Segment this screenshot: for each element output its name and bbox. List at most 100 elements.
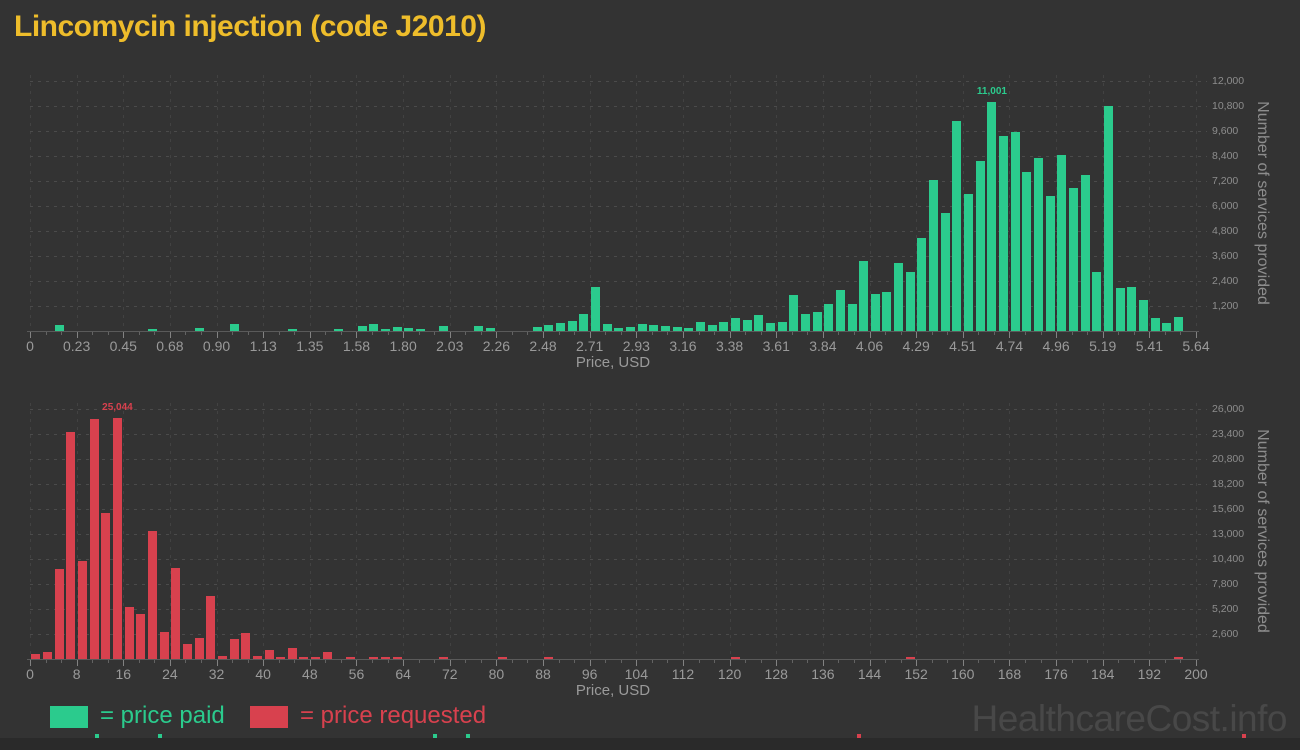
histogram-bar[interactable] bbox=[276, 657, 286, 659]
histogram-bar[interactable] bbox=[1034, 157, 1044, 331]
histogram-bar[interactable] bbox=[1080, 175, 1090, 331]
histogram-bar[interactable] bbox=[439, 656, 449, 659]
histogram-bar[interactable] bbox=[905, 272, 915, 331]
histogram-bar[interactable] bbox=[1150, 317, 1160, 331]
histogram-bar[interactable] bbox=[486, 328, 496, 331]
histogram-bar[interactable] bbox=[229, 638, 239, 659]
histogram-bar[interactable] bbox=[917, 237, 927, 331]
histogram-bar[interactable] bbox=[404, 328, 414, 331]
histogram-bar[interactable] bbox=[287, 647, 297, 659]
histogram-bar[interactable] bbox=[672, 327, 682, 331]
histogram-bar[interactable] bbox=[1057, 155, 1067, 331]
histogram-bar[interactable] bbox=[905, 657, 915, 659]
histogram-bar[interactable] bbox=[1092, 272, 1102, 331]
histogram-bar[interactable] bbox=[346, 657, 356, 659]
histogram-bar[interactable] bbox=[870, 293, 880, 331]
histogram-bar[interactable] bbox=[859, 260, 869, 331]
histogram-bar[interactable] bbox=[987, 101, 997, 331]
histogram-bar[interactable] bbox=[1115, 287, 1125, 331]
histogram-bar[interactable] bbox=[474, 326, 484, 331]
histogram-bar[interactable] bbox=[707, 325, 717, 331]
histogram-bar[interactable] bbox=[1022, 172, 1032, 331]
histogram-bar[interactable] bbox=[567, 321, 577, 331]
histogram-bar[interactable] bbox=[77, 560, 87, 659]
histogram-bar[interactable] bbox=[1173, 657, 1183, 659]
histogram-bar[interactable] bbox=[684, 327, 694, 331]
histogram-bar[interactable] bbox=[602, 323, 612, 331]
histogram-bar[interactable] bbox=[952, 120, 962, 331]
histogram-bar[interactable] bbox=[695, 322, 705, 331]
histogram-bar[interactable] bbox=[112, 418, 122, 659]
histogram-bar[interactable] bbox=[812, 312, 822, 331]
histogram-bar[interactable] bbox=[416, 329, 426, 331]
histogram-bar[interactable] bbox=[89, 419, 99, 659]
histogram-bar[interactable] bbox=[147, 329, 157, 331]
histogram-bar[interactable] bbox=[544, 324, 554, 331]
histogram-bar[interactable] bbox=[777, 322, 787, 331]
histogram-bar[interactable] bbox=[381, 329, 391, 331]
histogram-bar[interactable] bbox=[730, 656, 740, 659]
histogram-bar[interactable] bbox=[66, 431, 76, 659]
histogram-bar[interactable] bbox=[381, 657, 391, 659]
histogram-bar[interactable] bbox=[322, 652, 332, 659]
histogram-bar[interactable] bbox=[241, 632, 251, 659]
histogram-bar[interactable] bbox=[754, 315, 764, 331]
histogram-bar[interactable] bbox=[999, 135, 1009, 331]
histogram-bar[interactable] bbox=[1162, 323, 1172, 331]
histogram-bar[interactable] bbox=[719, 322, 729, 331]
histogram-bar[interactable] bbox=[649, 324, 659, 331]
histogram-bar[interactable] bbox=[357, 326, 367, 331]
histogram-bar[interactable] bbox=[311, 657, 321, 659]
histogram-bar[interactable] bbox=[54, 325, 64, 331]
histogram-bar[interactable] bbox=[264, 649, 274, 659]
histogram-bar[interactable] bbox=[159, 631, 169, 659]
histogram-bar[interactable] bbox=[369, 657, 379, 659]
histogram-bar[interactable] bbox=[1173, 317, 1183, 331]
histogram-bar[interactable] bbox=[556, 322, 565, 331]
histogram-bar[interactable] bbox=[975, 161, 985, 331]
histogram-bar[interactable] bbox=[287, 328, 297, 331]
histogram-bar[interactable] bbox=[765, 322, 775, 331]
histogram-bar[interactable] bbox=[182, 644, 192, 659]
histogram-bar[interactable] bbox=[439, 326, 449, 331]
histogram-bar[interactable] bbox=[194, 637, 204, 659]
histogram-bar[interactable] bbox=[171, 567, 181, 659]
histogram-bar[interactable] bbox=[124, 606, 134, 659]
histogram-bar[interactable] bbox=[614, 327, 624, 331]
histogram-bar[interactable] bbox=[1069, 187, 1079, 331]
histogram-bar[interactable] bbox=[637, 323, 647, 331]
histogram-bar[interactable] bbox=[625, 327, 635, 331]
histogram-bar[interactable] bbox=[54, 569, 64, 659]
histogram-bar[interactable] bbox=[532, 327, 542, 331]
histogram-bar[interactable] bbox=[800, 313, 810, 331]
histogram-bar[interactable] bbox=[252, 656, 262, 659]
histogram-bar[interactable] bbox=[590, 287, 600, 331]
histogram-bar[interactable] bbox=[334, 329, 344, 331]
histogram-bar[interactable] bbox=[229, 324, 239, 331]
histogram-bar[interactable] bbox=[42, 652, 52, 659]
histogram-bar[interactable] bbox=[147, 530, 157, 659]
histogram-bar[interactable] bbox=[579, 313, 589, 331]
histogram-bar[interactable] bbox=[194, 327, 204, 331]
histogram-bar[interactable] bbox=[742, 320, 752, 331]
histogram-bar[interactable] bbox=[1139, 300, 1148, 331]
histogram-bar[interactable] bbox=[136, 614, 146, 659]
histogram-bar[interactable] bbox=[206, 595, 216, 659]
histogram-bar[interactable] bbox=[929, 179, 939, 331]
histogram-bar[interactable] bbox=[392, 327, 402, 331]
histogram-bar[interactable] bbox=[660, 326, 670, 331]
histogram-bar[interactable] bbox=[835, 289, 845, 331]
histogram-bar[interactable] bbox=[894, 262, 904, 331]
histogram-bar[interactable] bbox=[1104, 105, 1114, 331]
histogram-bar[interactable] bbox=[392, 657, 402, 659]
histogram-bar[interactable] bbox=[369, 324, 379, 331]
histogram-bar[interactable] bbox=[824, 303, 834, 331]
histogram-bar[interactable] bbox=[217, 655, 227, 659]
histogram-bar[interactable] bbox=[789, 295, 799, 331]
histogram-bar[interactable] bbox=[1127, 286, 1137, 331]
histogram-bar[interactable] bbox=[101, 512, 111, 659]
histogram-bar[interactable] bbox=[882, 291, 892, 331]
histogram-bar[interactable] bbox=[299, 657, 309, 659]
histogram-bar[interactable] bbox=[31, 654, 41, 659]
histogram-bar[interactable] bbox=[1010, 131, 1020, 331]
